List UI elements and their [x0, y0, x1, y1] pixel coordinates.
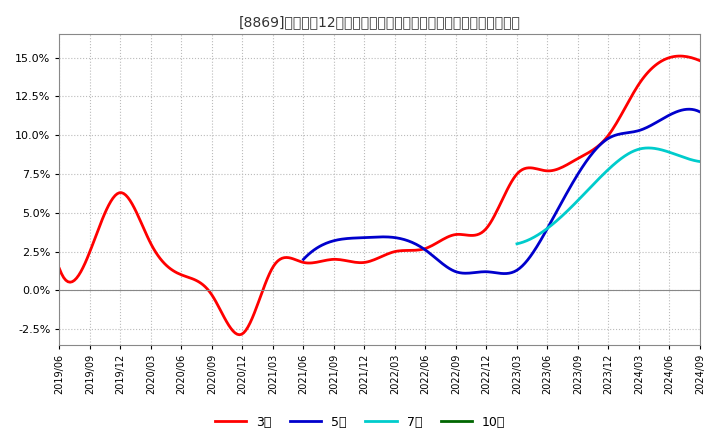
- 7年: [644, 145, 652, 150]
- 5年: [300, 255, 309, 260]
- 7年: [621, 153, 629, 158]
- 3年: [438, 237, 447, 242]
- 7年: [513, 241, 521, 246]
- 7年: [679, 154, 688, 160]
- 7年: [621, 153, 630, 158]
- 3年: [597, 140, 606, 146]
- Title: [8869]　売上高12か月移動合計の対前年同期増減率の平均値の推移: [8869] 売上高12か月移動合計の対前年同期増減率の平均値の推移: [239, 15, 521, 29]
- 5年: [299, 257, 307, 262]
- 5年: [535, 240, 544, 245]
- 5年: [634, 128, 643, 133]
- 7年: [513, 241, 522, 246]
- Line: 3年: 3年: [60, 56, 700, 335]
- Line: 5年: 5年: [303, 109, 700, 274]
- Line: 7年: 7年: [517, 148, 700, 244]
- 3年: [436, 238, 445, 243]
- 3年: [638, 77, 647, 82]
- Legend: 3年, 5年, 7年, 10年: 3年, 5年, 7年, 10年: [210, 411, 510, 434]
- 3年: [57, 271, 66, 276]
- 3年: [55, 266, 64, 271]
- 5年: [660, 115, 668, 121]
- 3年: [696, 58, 704, 63]
- 7年: [667, 150, 676, 156]
- 3年: [235, 332, 243, 337]
- 5年: [536, 237, 545, 242]
- 5年: [685, 106, 693, 112]
- 5年: [500, 271, 509, 276]
- 7年: [625, 151, 634, 156]
- 5年: [696, 109, 704, 114]
- 7年: [696, 159, 704, 164]
- 3年: [449, 232, 458, 238]
- 5年: [543, 226, 552, 231]
- 3年: [676, 53, 685, 59]
